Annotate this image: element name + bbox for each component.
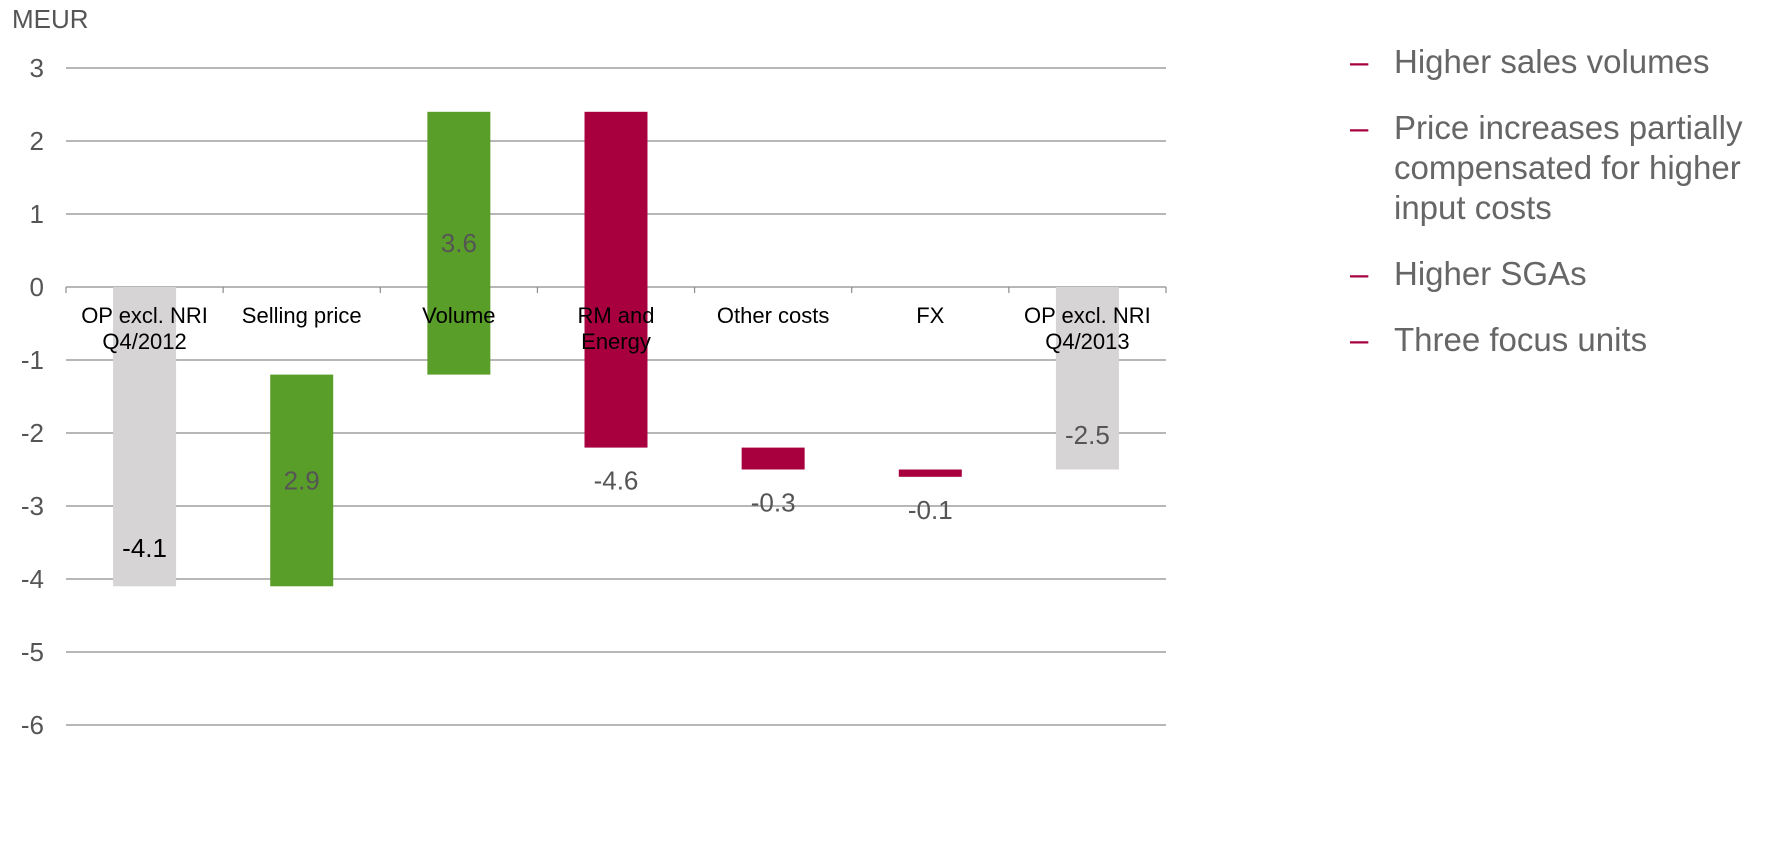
y-tick-label: -2 — [21, 418, 44, 448]
bar-total — [1055, 287, 1119, 470]
category-labels: OP excl. NRI Q4/2012 Selling price Volume RM… — [81, 303, 1151, 354]
bar-decrease — [584, 111, 648, 448]
category-label: OP excl. NRI Q4/2013 — [1024, 303, 1151, 354]
y-tick-label: -3 — [21, 491, 44, 521]
y-tick-label: 1 — [30, 199, 44, 229]
y-axis-ticks: 3 2 1 0 -1 -2 -3 -4 -5 -6 — [21, 53, 44, 740]
unit-label: MEUR — [12, 4, 89, 34]
category-label: OP excl. NRI Q4/2012 — [81, 303, 208, 354]
data-label: 3.6 — [441, 228, 477, 258]
data-label: 2.9 — [284, 465, 320, 495]
y-tick-label: -6 — [21, 710, 44, 740]
data-labels: -4.1 2.9 3.6 -4.6 -0.3 -0.1 -2.5 — [122, 228, 1110, 563]
category-label: Selling price — [242, 303, 362, 328]
data-label: -4.1 — [122, 533, 167, 563]
data-label: -4.6 — [594, 466, 639, 496]
category-label: Other costs — [717, 303, 829, 328]
bullet-text: Price increases partially compensated fo… — [1394, 109, 1743, 226]
y-tick-label: 3 — [30, 53, 44, 83]
data-label: -2.5 — [1065, 420, 1110, 450]
bar-increase — [270, 374, 334, 587]
bullet-dash: – — [1350, 321, 1369, 358]
y-tick-label: 0 — [30, 272, 44, 302]
bullet-item: – Three focus units — [1350, 320, 1790, 360]
bar-total — [113, 287, 177, 587]
y-tick-label: -5 — [21, 637, 44, 667]
bullet-text: Higher sales volumes — [1394, 43, 1710, 80]
bullet-text: Three focus units — [1394, 321, 1648, 358]
y-tick-label: 2 — [30, 126, 44, 156]
y-tick-label: -1 — [21, 345, 44, 375]
category-label: FX — [916, 303, 944, 328]
bar-decrease — [898, 469, 962, 477]
y-tick-label: -4 — [21, 564, 44, 594]
waterfall-chart: MEUR 3 2 1 0 -1 -2 -3 -4 -5 -6 OP excl. NRI Q4/201… — [12, 4, 1167, 740]
bullet-item: – Higher SGAs — [1350, 254, 1790, 294]
bullet-dash: – — [1350, 43, 1369, 80]
bullet-item: – Higher sales volumes — [1350, 42, 1790, 82]
bar-decrease — [741, 447, 805, 470]
bullet-text: Higher SGAs — [1394, 255, 1587, 292]
bullet-dash: – — [1350, 109, 1369, 146]
bullet-dash: – — [1350, 255, 1369, 292]
bullet-item: – Price increases partially compensated f… — [1350, 108, 1790, 228]
category-label: RM and Energy — [577, 303, 654, 354]
data-label: -0.3 — [751, 488, 796, 518]
commentary-bullets: – Higher sales volumes – Price increases p… — [1350, 42, 1790, 360]
data-label: -0.1 — [908, 495, 953, 525]
bar-increase — [427, 111, 491, 375]
bars — [113, 111, 1119, 587]
category-label: Volume — [422, 303, 495, 328]
